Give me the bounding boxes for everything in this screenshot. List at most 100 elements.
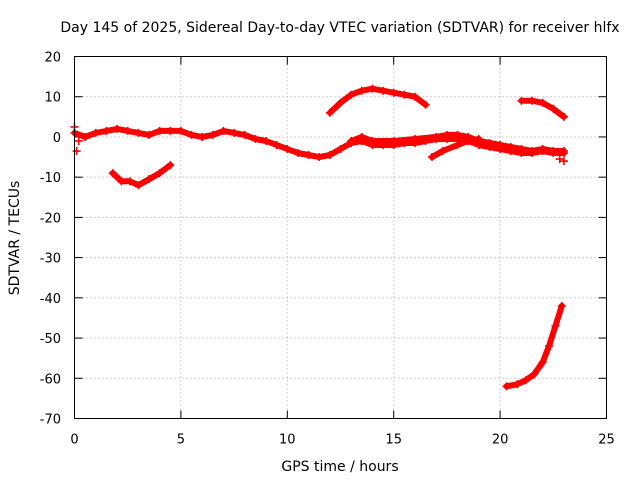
data-point (144, 130, 153, 139)
data-point (528, 147, 537, 156)
y-axis-ticks: 20 10 0 -10 -20 -30 -40 -50 -60 -70 (40, 51, 607, 428)
x-tick-label: 0 (70, 433, 78, 448)
y-tick-label: 10 (44, 91, 61, 106)
data-point (325, 108, 334, 117)
data-point (198, 132, 207, 141)
data-point (442, 130, 451, 139)
y-axis-label: SDTVAR / TECUs (7, 181, 23, 296)
data-point (559, 112, 568, 121)
data-point (166, 126, 175, 135)
data-point (134, 181, 143, 190)
data-point (123, 126, 132, 135)
plot-frame (74, 56, 607, 419)
data-point (304, 151, 313, 160)
data-point (389, 136, 398, 145)
data-point (74, 136, 83, 145)
data-point (506, 143, 515, 151)
data-point (283, 145, 292, 154)
data-point (336, 145, 345, 154)
data-point (549, 147, 558, 156)
data-point (474, 134, 483, 143)
data-point (438, 147, 447, 156)
data-point (496, 140, 505, 149)
y-tick-label: 20 (44, 51, 61, 66)
data-point (545, 342, 554, 351)
data-point (517, 96, 526, 105)
data-point (251, 134, 260, 143)
data-point (166, 161, 175, 170)
data-point (559, 157, 568, 166)
data-point (389, 88, 398, 97)
data-point (347, 90, 356, 99)
x-tick-label: 25 (598, 433, 615, 448)
data-point (357, 132, 366, 141)
data-point (485, 138, 494, 147)
data-point (379, 86, 388, 95)
x-tick-label: 5 (177, 433, 185, 448)
data-point (155, 126, 164, 135)
data-point (187, 130, 196, 139)
data-point (262, 136, 271, 145)
data-point (293, 149, 302, 158)
data-point (144, 175, 153, 184)
data-point (81, 132, 90, 141)
x-tick-label: 20 (492, 433, 509, 448)
data-point (453, 130, 462, 139)
data-point (538, 145, 547, 154)
y-tick-label: -30 (40, 252, 61, 267)
data-point (551, 321, 560, 330)
y-tick-label: -40 (40, 292, 61, 307)
y-tick-label: -10 (40, 171, 61, 186)
data-point (559, 147, 568, 156)
data-point (219, 126, 228, 135)
data-point (155, 169, 164, 178)
data-point (102, 126, 111, 135)
data-point (357, 86, 366, 95)
data-point (176, 126, 185, 135)
data-series (70, 84, 568, 391)
data-point (502, 382, 511, 391)
data-point (410, 92, 419, 101)
y-tick-label: -50 (40, 332, 61, 347)
data-point (557, 301, 566, 310)
data-point (549, 104, 558, 113)
series-track-3 (428, 134, 483, 162)
data-point (528, 96, 537, 105)
data-point (117, 177, 126, 186)
data-point (517, 145, 526, 154)
data-point (368, 84, 377, 93)
grid-lines (74, 56, 607, 419)
data-point (421, 100, 430, 109)
data-point (368, 136, 377, 145)
data-point (134, 128, 143, 137)
data-point (125, 177, 134, 186)
data-point (453, 140, 462, 149)
data-point (315, 153, 324, 162)
x-axis-label: GPS time / hours (281, 459, 398, 475)
data-point (325, 151, 334, 160)
data-point (538, 98, 547, 107)
data-point (336, 98, 345, 107)
data-point (538, 358, 547, 367)
data-point (521, 376, 530, 385)
data-point (347, 136, 356, 145)
data-point (464, 136, 473, 145)
y-tick-label: -20 (40, 211, 61, 226)
data-point (410, 134, 419, 143)
data-point (108, 169, 117, 178)
series-band (326, 85, 429, 116)
series-track-5 (325, 84, 430, 117)
series-track-4 (108, 161, 175, 190)
y-tick-label: 0 (53, 131, 61, 146)
chart-title: Day 145 of 2025, Sidereal Day-to-day VTE… (60, 20, 619, 36)
data-point (400, 90, 409, 99)
data-point (555, 155, 564, 164)
series-track-8 (70, 122, 568, 166)
data-point (72, 147, 81, 156)
data-point (530, 370, 539, 379)
series-track-7 (502, 301, 566, 391)
data-point (208, 130, 217, 139)
data-point (272, 140, 281, 149)
x-axis-ticks: 0 5 10 15 20 25 (70, 56, 615, 448)
